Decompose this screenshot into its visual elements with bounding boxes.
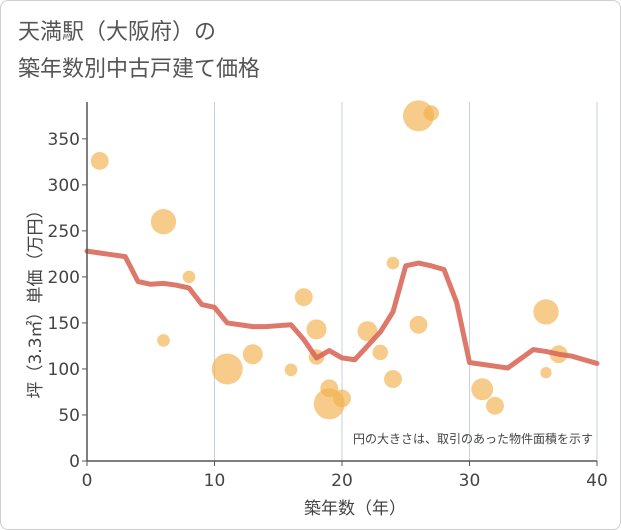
bubble-4	[211, 353, 243, 385]
bubble-16	[386, 256, 400, 270]
bubble-22	[533, 299, 559, 325]
y-axis-title: 坪（3.3㎡）単価（万円）	[26, 201, 46, 398]
axes	[82, 102, 598, 466]
bubble-21	[486, 396, 504, 415]
bubble-13	[357, 321, 378, 342]
bubble-6	[284, 363, 298, 377]
chart-title: 天満駅（大阪府）の 築年数別中古戸建て価格	[18, 14, 260, 88]
bubble-18	[423, 105, 439, 121]
y-tick-label-100: 100	[48, 360, 80, 380]
y-tick-label-350: 350	[48, 130, 80, 150]
bubble-series	[90, 100, 568, 420]
bubble-20	[471, 378, 494, 401]
bubble-1	[150, 209, 177, 235]
x-tick-label-20: 20	[331, 471, 353, 491]
bubble-12	[333, 389, 351, 408]
bubble-3	[182, 270, 196, 284]
x-tick-label-10: 10	[204, 471, 226, 491]
x-tick-label-30: 30	[459, 471, 481, 491]
trend-line	[84, 248, 600, 371]
chart-title-line2: 築年数別中古戸建て価格	[18, 57, 261, 82]
bubble-0	[90, 151, 109, 170]
x-tick-label-0: 0	[82, 471, 93, 491]
bubble-14	[372, 344, 388, 361]
y-tick-label-200: 200	[48, 268, 80, 288]
bubble-19	[409, 315, 428, 334]
y-tick-label-0: 0	[69, 452, 80, 472]
bubble-8	[306, 319, 327, 340]
bubble-15	[384, 370, 402, 389]
y-tick-label-250: 250	[48, 222, 80, 242]
y-tick-label-300: 300	[48, 176, 80, 196]
tick-labels: 0 50 100 150 200 250 300 350 0 10 20 30 40	[48, 130, 608, 491]
x-axis-title: 築年数（年）	[304, 499, 406, 519]
bubble-7	[294, 288, 313, 307]
bubble-5	[242, 344, 263, 365]
y-tick-label-50: 50	[58, 406, 80, 426]
y-tick-label-150: 150	[48, 314, 80, 334]
grid-lines	[214, 102, 598, 461]
bubble-23	[540, 366, 552, 379]
size-annotation: 円の大きさは、取引のあった物件面積を示す	[353, 431, 593, 446]
x-tick-label-40: 40	[586, 471, 608, 491]
chart-title-line1: 天満駅（大阪府）の	[18, 20, 217, 45]
trend-series	[84, 248, 600, 371]
bubble-2	[157, 334, 170, 347]
